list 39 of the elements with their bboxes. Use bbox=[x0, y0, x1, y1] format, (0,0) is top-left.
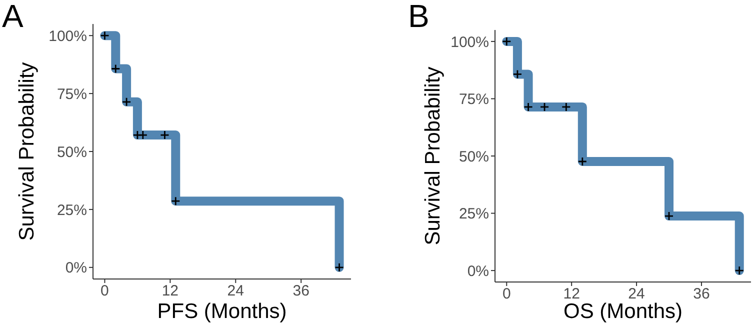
y-tick-label: 25% bbox=[56, 202, 87, 219]
x-axis-title: PFS (Months) bbox=[157, 300, 287, 323]
y-tick-label: 75% bbox=[56, 86, 87, 103]
point bbox=[578, 156, 588, 166]
y-tick-label: 0% bbox=[65, 260, 87, 277]
point bbox=[664, 211, 674, 221]
point bbox=[734, 266, 744, 276]
point bbox=[160, 130, 170, 140]
y-tick-label: 25% bbox=[458, 206, 489, 223]
point bbox=[512, 70, 522, 79]
point bbox=[170, 196, 180, 206]
y-tick-label: 0% bbox=[467, 262, 489, 280]
x-tick-label: 36 bbox=[292, 282, 310, 300]
y-tick-label: 50% bbox=[56, 144, 87, 161]
x-tick-label: 36 bbox=[693, 286, 710, 303]
x-tick-label: 0 bbox=[502, 286, 511, 303]
x-axis-title: OS (Months) bbox=[563, 300, 683, 323]
point bbox=[110, 64, 120, 74]
chart-title: B bbox=[408, 0, 430, 35]
x-tick-label: 12 bbox=[563, 286, 580, 303]
x-tick-label: 24 bbox=[628, 286, 645, 303]
y-tick-label: 100% bbox=[450, 34, 489, 51]
y-axis-title: Survival Probability bbox=[16, 62, 38, 241]
x-tick-label: 12 bbox=[162, 282, 179, 300]
y-tick-label: 100% bbox=[48, 28, 87, 45]
point bbox=[138, 130, 148, 140]
point bbox=[502, 36, 512, 46]
point bbox=[524, 102, 533, 112]
x-tick-label: 24 bbox=[227, 282, 244, 300]
point bbox=[100, 30, 110, 40]
y-tick-label: 75% bbox=[458, 91, 489, 108]
x-tick-label: 0 bbox=[100, 282, 109, 300]
chart-title: A bbox=[2, 0, 24, 35]
point bbox=[122, 97, 132, 107]
point bbox=[334, 262, 344, 272]
point bbox=[561, 102, 571, 112]
y-axis-title: Survival Probability bbox=[422, 66, 444, 246]
point bbox=[540, 102, 550, 112]
y-tick-label: 50% bbox=[458, 148, 489, 166]
